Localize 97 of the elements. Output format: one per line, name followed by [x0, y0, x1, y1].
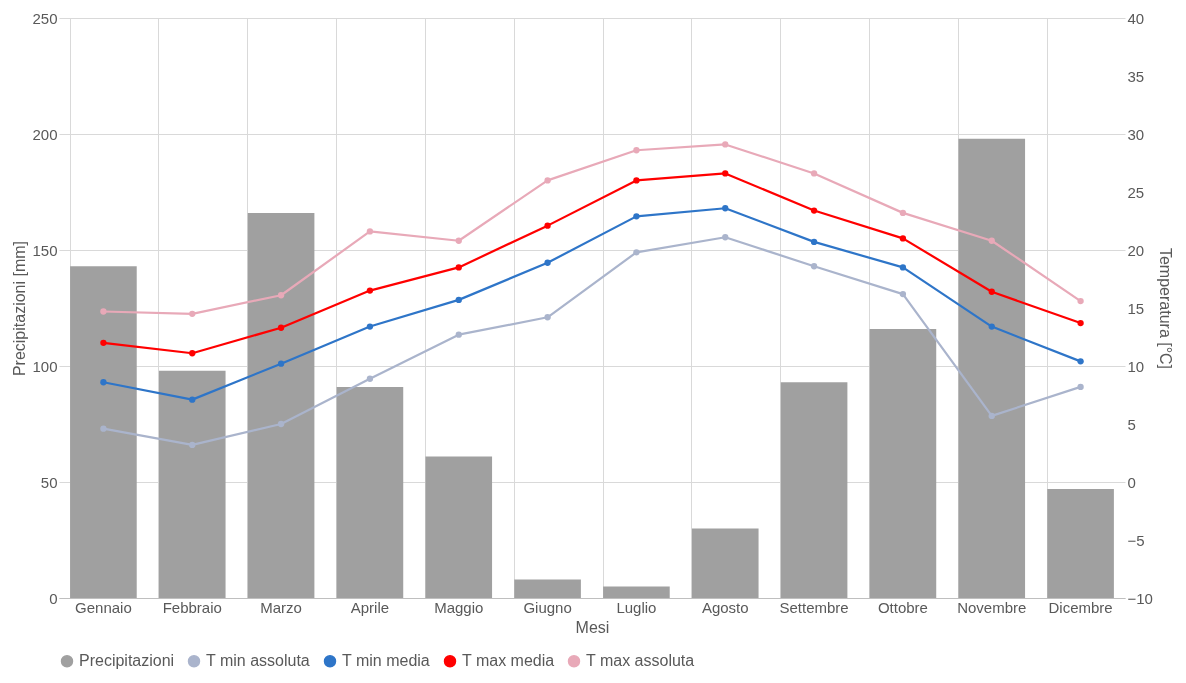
point	[899, 264, 907, 271]
point	[810, 263, 818, 270]
legend-label: T min assoluta	[206, 652, 310, 670]
bar	[336, 386, 404, 598]
y-tick-label: 50	[40, 473, 58, 491]
x-tick-label: Luglio	[616, 598, 657, 616]
bar	[869, 328, 937, 598]
y2-tick-label: 30	[1127, 125, 1145, 143]
point	[722, 234, 729, 241]
y2-tick-label: 0	[1127, 473, 1136, 491]
point	[988, 237, 995, 244]
y2-tick-label: −5	[1127, 531, 1145, 549]
legend-label: T max media	[462, 652, 555, 670]
bar	[691, 528, 759, 598]
point	[899, 235, 907, 242]
point	[544, 222, 551, 229]
legend-label: T min media	[342, 652, 430, 670]
point	[633, 147, 640, 154]
point	[277, 324, 285, 331]
point	[277, 292, 285, 299]
y2-tick-label: 20	[1127, 241, 1145, 259]
y2-tick-label: 10	[1127, 357, 1145, 375]
point	[988, 323, 995, 330]
point	[189, 396, 196, 403]
bar	[780, 382, 848, 598]
point	[366, 287, 374, 294]
point	[722, 141, 729, 148]
point	[633, 213, 640, 220]
point	[100, 425, 107, 432]
point	[722, 170, 729, 177]
y2-tick-label: 35	[1127, 67, 1145, 85]
point	[810, 170, 818, 177]
x-tick-label: Maggio	[434, 598, 484, 616]
point	[722, 205, 729, 212]
y2-tick-label: 25	[1127, 183, 1145, 201]
point	[189, 310, 196, 317]
bar	[247, 212, 315, 598]
x-tick-label: Ottobre	[877, 598, 928, 616]
x-tick-label: Aprile	[350, 598, 390, 616]
point	[899, 290, 907, 298]
bar	[70, 266, 137, 598]
point	[1077, 383, 1084, 391]
point	[455, 296, 462, 304]
point	[810, 238, 818, 246]
point	[899, 209, 907, 217]
bar	[958, 138, 1026, 598]
point	[1077, 319, 1084, 327]
point	[277, 360, 285, 367]
point	[544, 177, 551, 184]
x-tick-label: Settembre	[779, 598, 849, 616]
point	[544, 314, 551, 321]
point	[189, 350, 196, 357]
y-tick-label: 150	[32, 241, 58, 259]
bar	[158, 370, 226, 598]
point	[455, 237, 462, 244]
bar	[1047, 488, 1114, 598]
point	[189, 441, 196, 449]
bar	[425, 456, 493, 598]
x-tick-label: Marzo	[260, 598, 302, 616]
point	[988, 412, 995, 420]
point	[100, 339, 107, 346]
x-tick-label: Dicembre	[1048, 598, 1113, 616]
y-tick-label: 100	[32, 357, 58, 375]
x-tick-label: Novembre	[957, 598, 1027, 616]
point	[366, 228, 374, 235]
point	[1077, 297, 1084, 305]
point	[988, 288, 995, 295]
y-tick-label: 200	[32, 125, 58, 143]
x-tick-label: Gennaio	[75, 598, 132, 616]
y2-tick-label: 5	[1127, 415, 1136, 433]
point	[544, 259, 551, 266]
x-tick-label: Agosto	[701, 598, 749, 616]
bar	[514, 579, 581, 598]
legend-label: Precipitazioni	[79, 652, 175, 670]
point	[633, 249, 640, 256]
point	[277, 420, 285, 428]
y2-axis-title: Temperatura [°C]	[1156, 247, 1174, 370]
point	[810, 207, 818, 214]
y-tick-label: 250	[32, 9, 58, 27]
x-tick-label: Febbraio	[162, 598, 222, 616]
point	[100, 379, 107, 386]
y-tick-label: 0	[49, 589, 58, 607]
point	[366, 375, 374, 382]
legend-label: T max assoluta	[586, 652, 695, 670]
point	[1077, 358, 1084, 365]
x-axis-title: Mesi	[575, 618, 610, 636]
point	[633, 177, 640, 184]
point	[100, 308, 107, 315]
point	[366, 323, 374, 330]
bar	[603, 586, 670, 598]
x-tick-label: Giugno	[523, 598, 572, 616]
y2-tick-label: −10	[1127, 589, 1153, 607]
point	[455, 331, 462, 338]
y2-tick-label: 15	[1127, 299, 1145, 317]
y2-tick-label: 40	[1127, 9, 1145, 27]
y-axis-title: Precipitazioni [mm]	[11, 240, 29, 377]
point	[455, 264, 462, 271]
